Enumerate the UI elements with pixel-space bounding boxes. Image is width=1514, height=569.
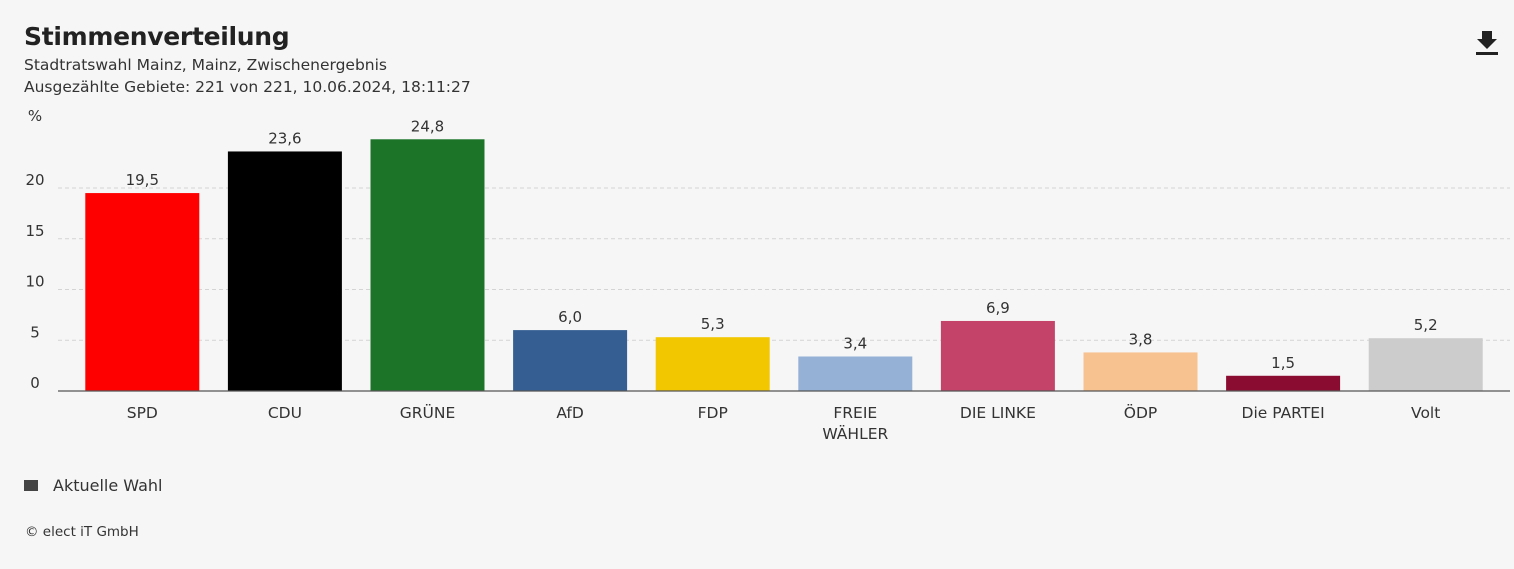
bar (85, 193, 200, 391)
y-tick-label: 15 (25, 222, 44, 240)
bar (655, 337, 770, 391)
x-tick-label: WÄHLER (822, 424, 888, 443)
bar (1083, 352, 1198, 391)
y-axis-label: % (28, 107, 42, 125)
data-label: 24,8 (411, 117, 444, 135)
x-tick-label: Volt (1411, 404, 1440, 422)
legend-swatch (24, 480, 38, 491)
bar (798, 356, 913, 391)
chart-subtitle: Stadtratswahl Mainz, Mainz, Zwischenerge… (24, 56, 388, 74)
bar (940, 320, 1055, 391)
y-tick-label: 20 (25, 171, 44, 189)
bar (513, 330, 628, 391)
bar (370, 139, 485, 391)
x-tick-label: AfD (556, 404, 584, 422)
x-tick-label: FDP (698, 404, 728, 422)
data-label: 23,6 (268, 129, 301, 147)
chart-header: Stimmenverteilung Stadtratswahl Mainz, M… (24, 20, 471, 98)
bar (1368, 338, 1483, 391)
data-label: 6,9 (986, 299, 1010, 317)
download-icon (1476, 31, 1498, 55)
y-tick-label: 10 (25, 273, 44, 291)
x-tick-label: Die PARTEI (1242, 404, 1325, 422)
download-button[interactable] (1472, 28, 1502, 58)
bar (227, 151, 342, 391)
data-label: 5,3 (701, 315, 725, 333)
legend: Aktuelle Wahl (24, 476, 162, 495)
y-tick-label: 5 (30, 323, 40, 341)
data-label: 3,4 (843, 334, 867, 352)
data-label: 19,5 (126, 171, 159, 189)
bar (1226, 375, 1341, 391)
data-label: 3,8 (1129, 330, 1153, 348)
x-tick-label: ÖDP (1124, 403, 1157, 422)
x-tick-label: FREIE (833, 404, 877, 422)
x-tick-label: GRÜNE (400, 403, 456, 422)
data-label: 6,0 (558, 308, 582, 326)
x-tick-label: DIE LINKE (960, 404, 1036, 422)
count-status: Ausgezählte Gebiete: 221 von 221, 10.06.… (24, 78, 471, 96)
chart-title: Stimmenverteilung (24, 22, 290, 51)
data-label: 5,2 (1414, 316, 1438, 334)
bar-chart: 0 5 10 15 20% 19,5 SPD 23,6 CDU 24,8 GRÜNE 6,0 AfD 5,… (25, 107, 1510, 443)
y-tick-label: 0 (30, 374, 40, 392)
x-tick-label: CDU (268, 404, 302, 422)
legend-label: Aktuelle Wahl (53, 476, 163, 495)
copyright-credit: © elect iT GmbH (25, 524, 139, 540)
x-tick-label: SPD (127, 404, 158, 422)
data-label: 1,5 (1271, 354, 1295, 372)
